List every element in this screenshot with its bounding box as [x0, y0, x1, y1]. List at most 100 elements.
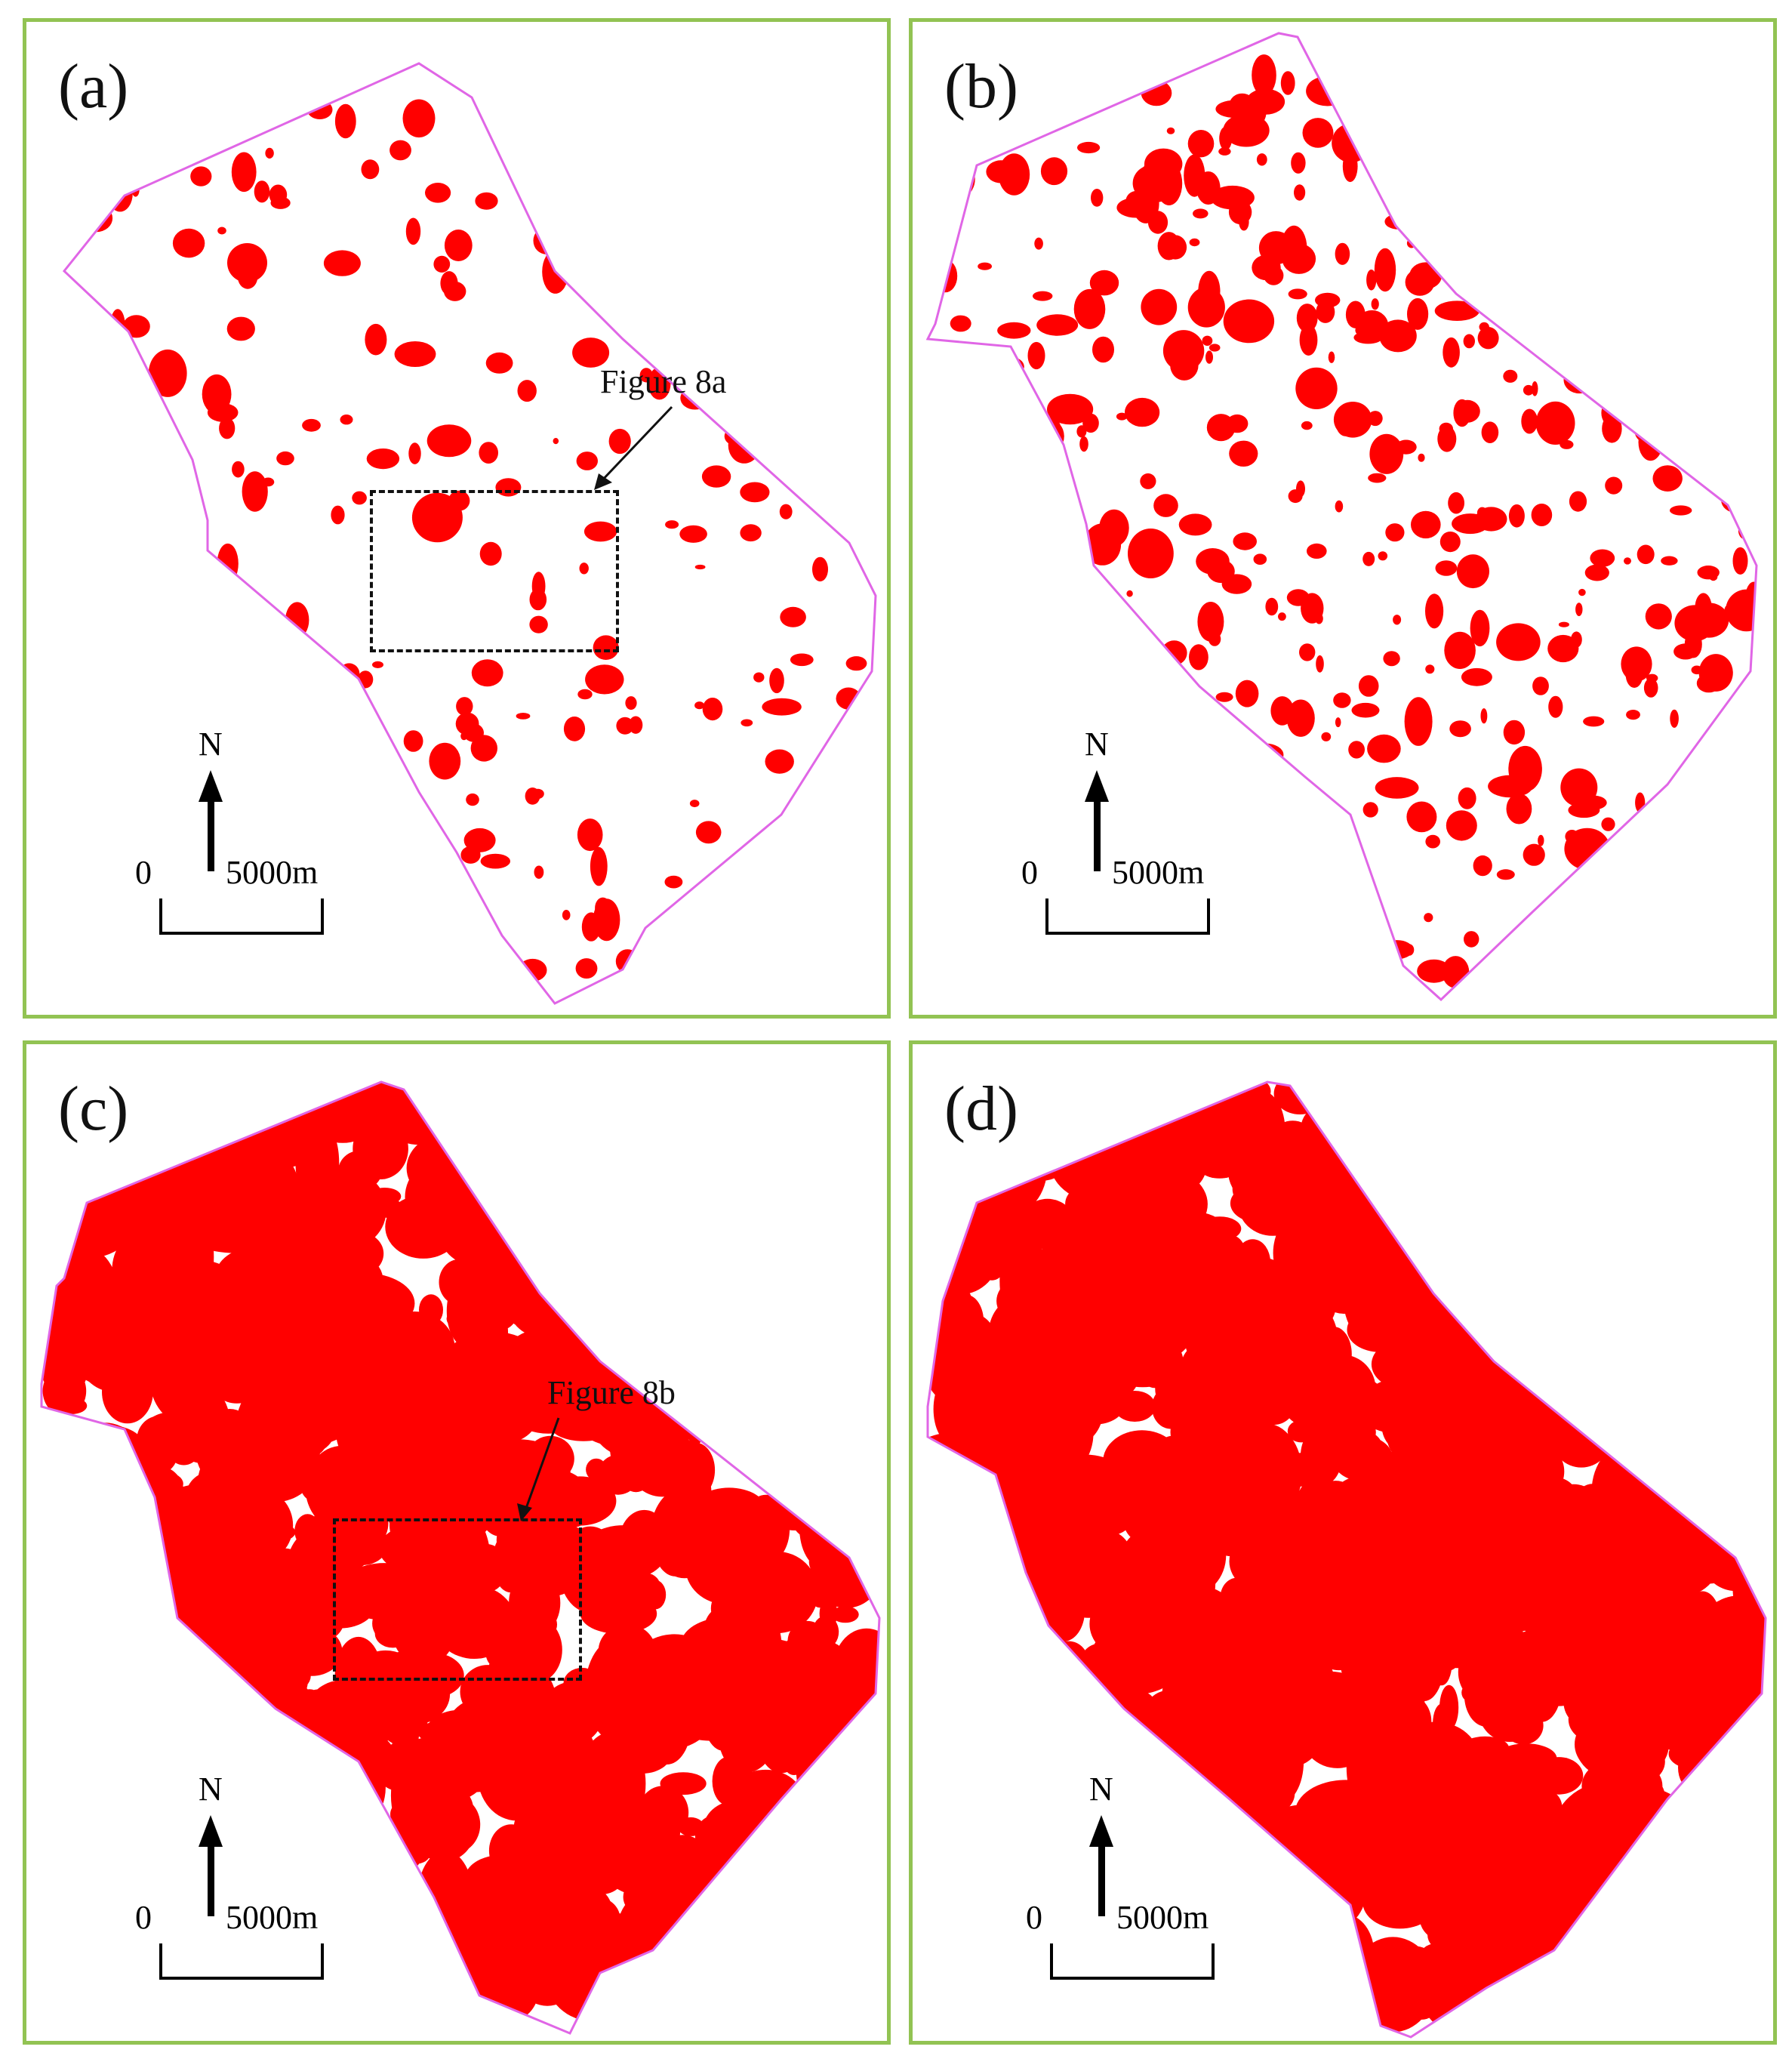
- red-patch: [1425, 664, 1435, 674]
- red-patch: [1625, 387, 1641, 401]
- red-patch: [1039, 1851, 1065, 1890]
- red-patch: [249, 1766, 286, 1830]
- north-arrow: N: [192, 728, 238, 879]
- red-patch: [1705, 1750, 1756, 1799]
- red-patch: [681, 1373, 776, 1441]
- red-patch: [1726, 754, 1750, 778]
- red-patch: [1694, 1462, 1733, 1514]
- red-patch: [1452, 513, 1489, 535]
- red-patch: [1350, 1096, 1400, 1130]
- red-patch: [1470, 1257, 1524, 1300]
- red-patch: [1442, 956, 1470, 988]
- red-patch: [1386, 129, 1399, 143]
- red-patch: [1261, 864, 1275, 880]
- red-patch: [806, 1379, 868, 1448]
- red-patch: [1218, 741, 1248, 760]
- red-patch: [942, 898, 989, 942]
- red-patch: [1521, 408, 1538, 434]
- red-patch: [837, 1745, 879, 1789]
- red-patch: [1001, 653, 1014, 664]
- red-patch: [1329, 874, 1338, 882]
- red-patch: [1577, 1082, 1628, 1156]
- scale-bar-line: [1045, 932, 1210, 935]
- red-patch: [109, 1497, 155, 1542]
- red-patch: [1652, 1810, 1687, 1844]
- red-patch: [1393, 1158, 1427, 1185]
- red-patch: [931, 1176, 978, 1204]
- red-patch: [765, 749, 794, 774]
- red-patch: [537, 1882, 612, 1937]
- red-patch: [93, 1475, 131, 1512]
- red-patch: [1042, 1699, 1081, 1747]
- red-patch: [1409, 194, 1443, 241]
- red-patch: [1707, 1241, 1753, 1287]
- red-patch: [775, 357, 794, 381]
- red-patch: [642, 1088, 742, 1189]
- red-patch: [745, 1889, 778, 1934]
- red-patch: [1404, 697, 1433, 746]
- red-patch: [1379, 319, 1417, 353]
- red-patch: [716, 1957, 741, 2009]
- red-patch: [1126, 590, 1133, 597]
- red-patch: [1079, 436, 1088, 452]
- red-patch: [978, 871, 1003, 898]
- red-patch: [1064, 946, 1081, 966]
- red-patch: [1560, 159, 1593, 179]
- red-patch: [708, 1212, 780, 1271]
- red-patch: [550, 1770, 632, 1823]
- scale-tick-right: [1212, 1943, 1215, 1980]
- red-patch: [1434, 301, 1479, 322]
- red-patch: [1606, 1323, 1644, 1356]
- red-patch: [741, 1494, 790, 1564]
- scale-zero-label: 0: [135, 854, 152, 891]
- red-patch: [184, 581, 225, 615]
- red-patch: [961, 1960, 1001, 1984]
- red-patch: [1452, 1136, 1501, 1168]
- red-patch: [1041, 698, 1056, 718]
- red-patch: [329, 1990, 393, 2033]
- red-patch: [1390, 158, 1430, 177]
- red-patch: [298, 1989, 334, 2023]
- red-patch: [844, 1315, 879, 1359]
- scale-bar-line: [159, 1977, 324, 1980]
- red-patch: [928, 1764, 993, 1860]
- red-patch: [806, 1348, 879, 1407]
- red-patch: [810, 1157, 848, 1221]
- red-patch: [726, 1998, 827, 2033]
- red-patch: [1333, 692, 1351, 708]
- red-patch: [77, 1626, 109, 1659]
- red-patch: [1526, 59, 1557, 83]
- red-patch: [996, 859, 1011, 878]
- red-patch: [1209, 1863, 1242, 1895]
- red-patch: [642, 116, 654, 125]
- red-patch: [1607, 1227, 1645, 1246]
- red-patch: [1583, 1088, 1613, 1117]
- red-patch: [1342, 150, 1358, 183]
- red-patch: [1295, 367, 1338, 409]
- red-patch: [1735, 141, 1747, 153]
- red-patch: [1732, 56, 1757, 90]
- red-patch: [362, 1762, 385, 1778]
- red-patch: [1147, 211, 1168, 234]
- red-patch: [1179, 964, 1208, 1000]
- red-patch: [1643, 678, 1658, 698]
- red-patch: [125, 1687, 226, 1763]
- red-patch: [1480, 708, 1488, 724]
- red-patch: [1549, 1356, 1598, 1429]
- red-patch: [479, 442, 498, 464]
- red-patch: [1667, 307, 1681, 317]
- red-patch: [1603, 133, 1625, 153]
- red-patch: [1036, 314, 1079, 336]
- north-arrow: N: [192, 1773, 238, 1924]
- red-patch: [1686, 815, 1714, 844]
- red-patch: [830, 1868, 879, 1964]
- red-patch: [92, 1727, 150, 1772]
- red-patch: [1297, 1667, 1318, 1691]
- red-patch: [1406, 801, 1437, 833]
- red-patch: [43, 1681, 75, 1713]
- red-patch: [543, 1091, 563, 1126]
- red-patch: [956, 1962, 996, 1987]
- red-patch: [1649, 1817, 1680, 1841]
- map-panel-a: (a) Figure 8a N 0 5000m: [23, 18, 891, 1019]
- red-patch: [1045, 1778, 1088, 1814]
